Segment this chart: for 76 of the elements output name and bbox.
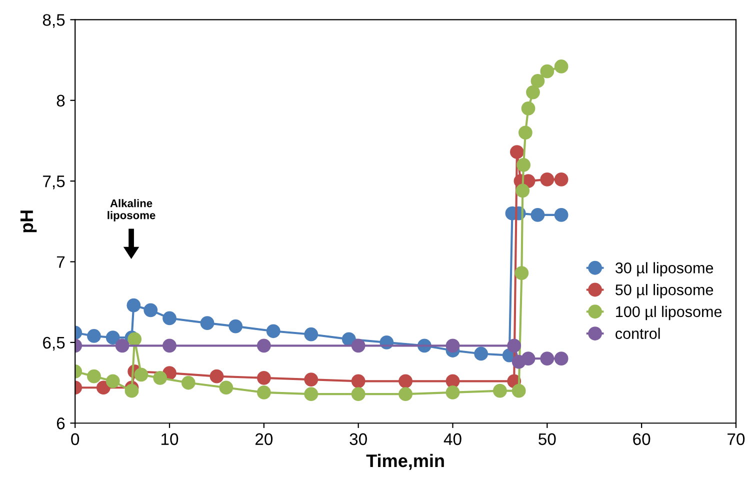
y-tick-label: 8,5 [42,14,65,28]
point [162,338,176,353]
x-tick-label: 10 [162,433,178,446]
x-tick-label: 50 [538,433,556,446]
y-tick-label: 7 [56,256,65,268]
x-tick-label: 60 [633,433,650,446]
legend-label: control [616,328,660,340]
y-axis-title: pH [20,210,37,232]
point [510,145,524,159]
point [540,352,554,366]
point [446,338,460,353]
point [106,374,120,388]
x-axis-title: Time,min [366,454,444,470]
point [87,369,101,384]
point [228,319,243,334]
y-tick-label: 6 [56,418,65,430]
x-tick-label: 40 [444,433,462,446]
point [162,311,176,326]
point [446,386,460,400]
point [554,60,568,74]
y-tick-label: 7,5 [43,176,65,190]
point [200,316,214,330]
point [128,332,142,346]
point [516,184,530,198]
point [507,338,522,353]
legend-label: 100 µl liposome [616,306,722,320]
x-tick-label: 70 [728,433,745,446]
point [219,380,234,395]
point [521,352,536,366]
point [530,74,545,88]
legend-label: 30 µl liposome [616,262,714,276]
point [126,298,141,312]
point [266,324,280,338]
point [474,346,488,361]
x-tick-label: 0 [71,433,80,446]
point [351,374,366,388]
annotation: Alkaline liposome [108,199,156,222]
point [446,374,460,388]
point [512,384,526,398]
point [87,329,101,343]
point [256,386,271,400]
point [210,369,224,384]
point [540,172,554,186]
y-tick-label: 8 [56,94,65,107]
x-tick-label: 30 [350,433,367,446]
legend-label: 50 µl liposome [616,284,714,298]
point [530,208,545,222]
point [526,85,540,100]
point [106,330,120,345]
point [493,384,507,398]
point [124,384,139,398]
point [351,387,366,402]
point [304,327,318,342]
point [521,101,536,116]
point [398,374,412,388]
x-tick-label: 20 [255,433,273,446]
point [351,338,366,353]
point [516,158,530,172]
point [398,387,412,402]
point [256,338,271,353]
point [554,172,568,186]
point [518,126,532,140]
y-tick-label: 6,5 [43,336,65,351]
point [181,376,196,390]
point [554,208,568,222]
point [115,338,130,353]
point [514,266,529,280]
point [134,368,148,382]
point [554,352,568,366]
point [96,380,110,395]
point [304,372,318,386]
point [304,387,318,402]
point [153,370,168,385]
point [540,64,554,78]
point [144,303,158,318]
point [256,370,271,385]
